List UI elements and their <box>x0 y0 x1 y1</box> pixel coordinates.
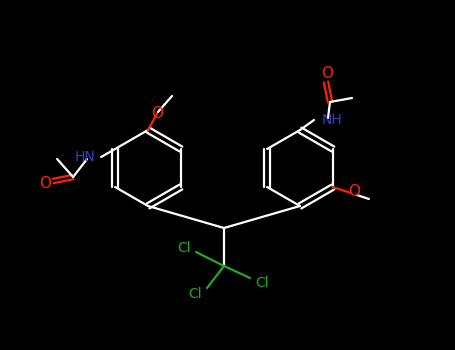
Text: NH: NH <box>322 113 342 127</box>
Text: HN: HN <box>75 150 96 164</box>
Text: Cl: Cl <box>177 241 191 255</box>
Text: O: O <box>39 175 51 190</box>
Text: Cl: Cl <box>188 287 202 301</box>
Text: Cl: Cl <box>255 276 269 290</box>
Text: O: O <box>151 105 163 120</box>
Text: O: O <box>348 184 360 200</box>
Text: O: O <box>321 66 333 82</box>
